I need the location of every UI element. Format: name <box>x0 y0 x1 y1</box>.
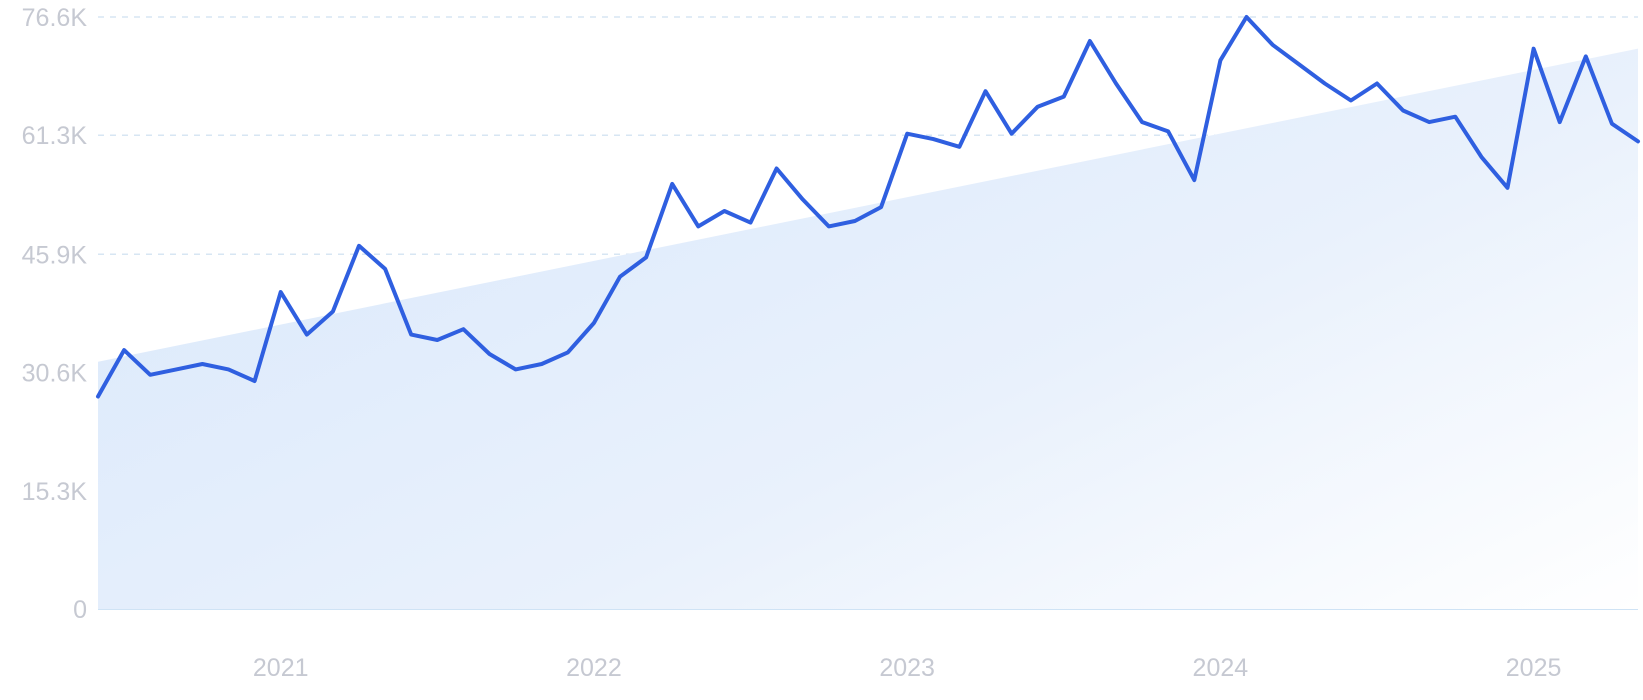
x-tick-label: 2022 <box>566 654 622 682</box>
y-tick-label: 15.3K <box>22 478 88 506</box>
y-axis-ticks: 0 15.3K 30.6K 45.9K 61.3K 76.6K <box>22 4 88 624</box>
trend-area-shape <box>98 48 1638 609</box>
y-tick-label: 61.3K <box>22 122 88 150</box>
x-tick-label: 2023 <box>879 654 935 682</box>
y-tick-label: 76.6K <box>22 4 88 32</box>
y-tick-label: 30.6K <box>22 360 88 388</box>
series-line <box>96 15 1640 399</box>
x-tick-label: 2024 <box>1193 654 1249 682</box>
trend-area <box>98 48 1638 609</box>
x-tick-label: 2021 <box>253 654 309 682</box>
x-tick-label: 2025 <box>1506 654 1562 682</box>
y-tick-label: 45.9K <box>22 241 88 269</box>
y-tick-label: 0 <box>73 596 87 624</box>
series-line-layer <box>96 15 1640 399</box>
x-axis-ticks: 2021 2022 2023 2024 2025 <box>253 654 1562 682</box>
